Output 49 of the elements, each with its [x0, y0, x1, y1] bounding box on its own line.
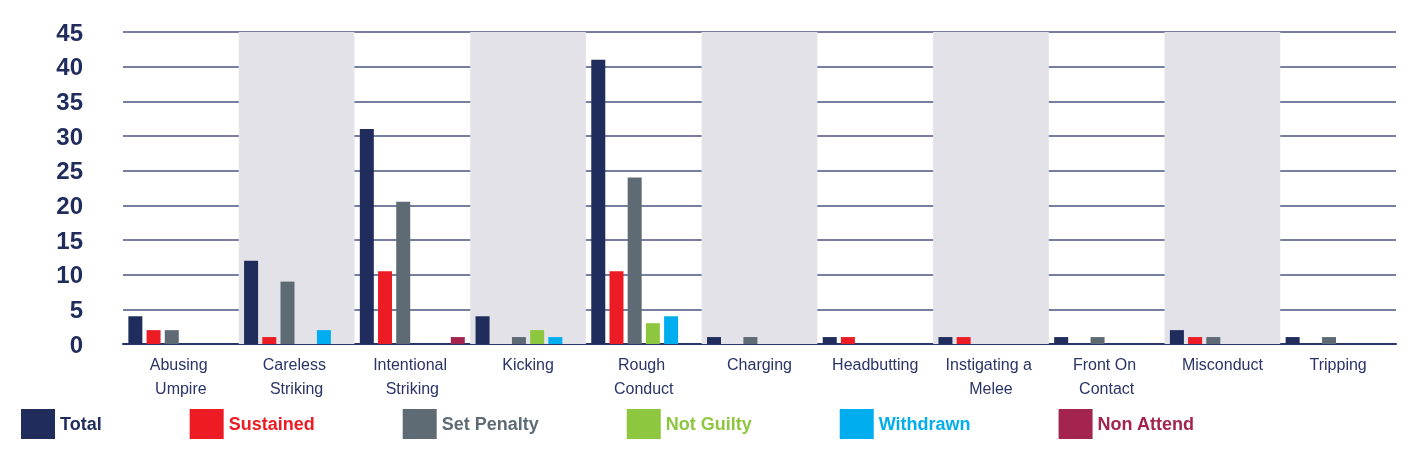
bar [645, 323, 660, 344]
x-tick-label: Rough Conduct [613, 355, 675, 397]
y-tick-label: 40 [56, 53, 83, 81]
bar [280, 281, 295, 344]
bar [609, 271, 624, 344]
bar [840, 337, 855, 344]
x-tick-label: Tripping [1309, 355, 1367, 373]
bar [548, 337, 563, 344]
bar [627, 177, 642, 344]
x-tick-label: Careless Striking [262, 355, 331, 397]
bar [530, 330, 545, 344]
bar [956, 337, 971, 344]
legend-label: Total [60, 414, 142, 434]
x-tick-label: Front On Contact [1072, 355, 1141, 397]
y-tick-label: 10 [56, 261, 83, 289]
bar [262, 337, 277, 344]
x-tick-label: Misconduct [1181, 355, 1264, 373]
y-tick-label: 0 [69, 330, 83, 358]
x-tick-label: Headbutting [832, 355, 919, 373]
bar [511, 337, 526, 344]
legend-label: Set Penalty [441, 414, 579, 434]
bar [396, 201, 411, 344]
y-tick-label: 30 [56, 122, 83, 150]
y-tick-label: 15 [56, 226, 83, 254]
bar [164, 330, 179, 344]
y-tick-label: 5 [69, 295, 83, 323]
bar [743, 337, 758, 344]
x-tick-label: Kicking [502, 355, 554, 373]
bar [316, 330, 331, 344]
y-tick-label: 45 [56, 18, 83, 46]
bar [378, 271, 393, 344]
x-tick-label: Charging [727, 355, 792, 373]
bar [1090, 337, 1105, 344]
bar [1206, 337, 1221, 344]
legend-label: Not Guilty [665, 414, 792, 434]
y-tick-label: 20 [56, 191, 83, 219]
y-tick-label: 35 [56, 87, 83, 115]
bar [1188, 337, 1203, 344]
x-tick-label: Intentional Striking [373, 355, 452, 397]
legend-label: Non Attend [1097, 414, 1234, 434]
legend-label: Withdrawn [878, 414, 1011, 434]
legend-label: Sustained [228, 414, 355, 434]
y-tick-label: 25 [56, 157, 83, 185]
bar [146, 330, 161, 344]
x-tick-label: Abusing Umpire [149, 355, 212, 397]
bar [664, 316, 679, 344]
x-tick-label: Instigating a Melee [945, 355, 1037, 397]
bar [450, 337, 465, 344]
bar [1322, 337, 1337, 344]
